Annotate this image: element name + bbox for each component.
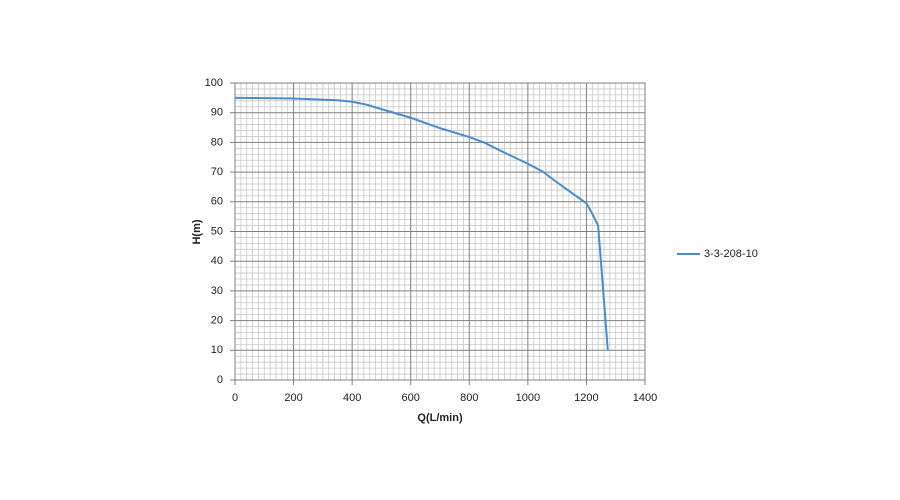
y-tick-label: 60 (211, 196, 223, 208)
y-tick-label: 10 (211, 344, 223, 356)
x-tick-label: 0 (232, 392, 238, 404)
x-tick-label: 1000 (516, 392, 540, 404)
x-tick-label: 400 (343, 392, 361, 404)
x-tick-label: 1400 (633, 392, 657, 404)
x-axis-title: Q(L/min) (417, 412, 463, 424)
y-tick-label: 90 (211, 107, 223, 119)
plot-frame (234, 82, 646, 381)
y-tick-label: 30 (211, 285, 223, 297)
y-tick-label: 100 (205, 77, 223, 89)
x-tick-label: 1200 (574, 392, 598, 404)
y-tick-label: 50 (211, 225, 223, 237)
y-tick-label: 20 (211, 315, 223, 327)
legend-label: 3-3-208-10 (704, 248, 758, 260)
y-tick-label: 0 (217, 374, 223, 386)
x-tick-label: 800 (460, 392, 478, 404)
y-tick-label: 40 (211, 255, 223, 267)
x-tick-label: 600 (402, 392, 420, 404)
y-axis-title: H(m) (191, 219, 203, 244)
x-tick-label: 200 (284, 392, 302, 404)
y-tick-label: 70 (211, 166, 223, 178)
y-tick-label: 80 (211, 136, 223, 148)
data-line (234, 96, 609, 351)
